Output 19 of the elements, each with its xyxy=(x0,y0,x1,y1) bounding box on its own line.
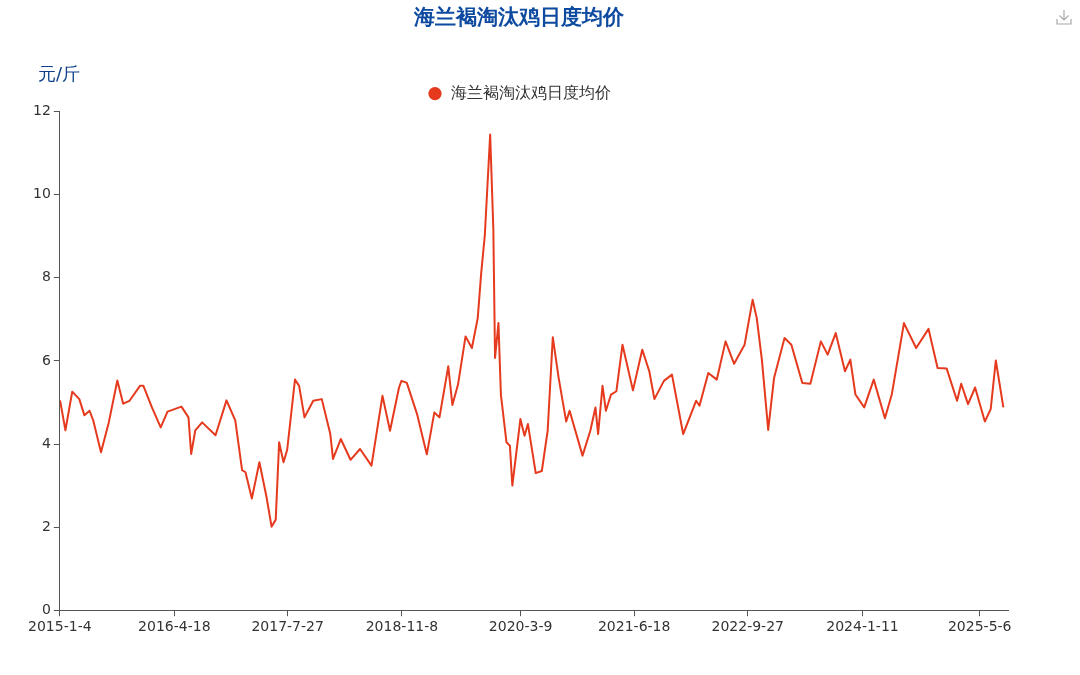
x-tick-label: 2022-9-27 xyxy=(711,618,784,635)
x-tick-label: 2025-5-6 xyxy=(947,618,1012,635)
x-tick-label: 2017-7-27 xyxy=(251,618,324,635)
y-tick-label: 4 xyxy=(41,434,51,451)
y-tick-label: 12 xyxy=(32,102,51,119)
y-tick-label: 2 xyxy=(41,517,51,534)
x-tick-label: 2015-1-4 xyxy=(28,618,92,635)
x-tick-label: 2018-11-8 xyxy=(365,618,439,635)
y-tick-label: 10 xyxy=(32,185,51,202)
x-tick-label: 2020-3-9 xyxy=(488,618,553,635)
y-axis-title: 元/斤 xyxy=(38,62,81,86)
y-tick-label: 6 xyxy=(41,351,51,368)
x-tick-label: 2024-1-11 xyxy=(826,618,899,635)
x-tick-label: 2016-4-18 xyxy=(138,618,211,635)
legend-label: 海兰褐淘汰鸡日度均价 xyxy=(451,82,611,102)
chart-title: 海兰褐淘汰鸡日度均价 xyxy=(413,5,625,30)
x-tick-label: 2021-6-18 xyxy=(597,618,671,635)
y-tick-label: 8 xyxy=(41,268,51,285)
y-tick-label: 0 xyxy=(41,600,51,617)
